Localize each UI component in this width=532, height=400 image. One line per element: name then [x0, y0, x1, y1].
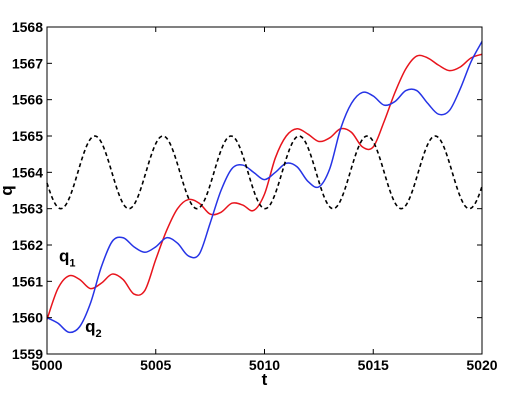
y-tick-label: 1560 [12, 310, 43, 326]
y-tick-label: 1561 [12, 273, 43, 289]
x-tick-label: 5015 [358, 357, 389, 373]
y-tick-label: 1565 [12, 128, 43, 144]
x-axis-label: t [262, 370, 268, 389]
series-labels: q1 q2 [59, 246, 102, 340]
y-tick-label: 1559 [12, 346, 43, 362]
series-line-driver [46, 135, 483, 210]
x-tick-label: 5010 [249, 357, 280, 373]
series-label-q1: q1 [59, 246, 76, 269]
series-line-q1 [46, 53, 483, 320]
y-tick-label: 1563 [12, 201, 43, 217]
x-tick-label: 5020 [466, 357, 497, 373]
series-layer [46, 41, 483, 334]
y-tick-label: 1566 [12, 92, 43, 108]
series-label-q2: q2 [85, 317, 102, 340]
series-line-q2 [46, 41, 483, 334]
x-tick-label: 5000 [31, 357, 62, 373]
ticks-layer: 5000 5005 5010 5015 5020 1559 1560 1561 1562 1563… [12, 19, 498, 373]
y-axis-label: q [0, 185, 16, 195]
x-tick-label: 5005 [140, 357, 171, 373]
y-tick-label: 1568 [12, 19, 43, 35]
y-tick-label: 1564 [12, 164, 43, 180]
y-tick-label: 1562 [12, 237, 43, 253]
y-tick-label: 1567 [12, 55, 43, 71]
plot-area [47, 27, 482, 354]
